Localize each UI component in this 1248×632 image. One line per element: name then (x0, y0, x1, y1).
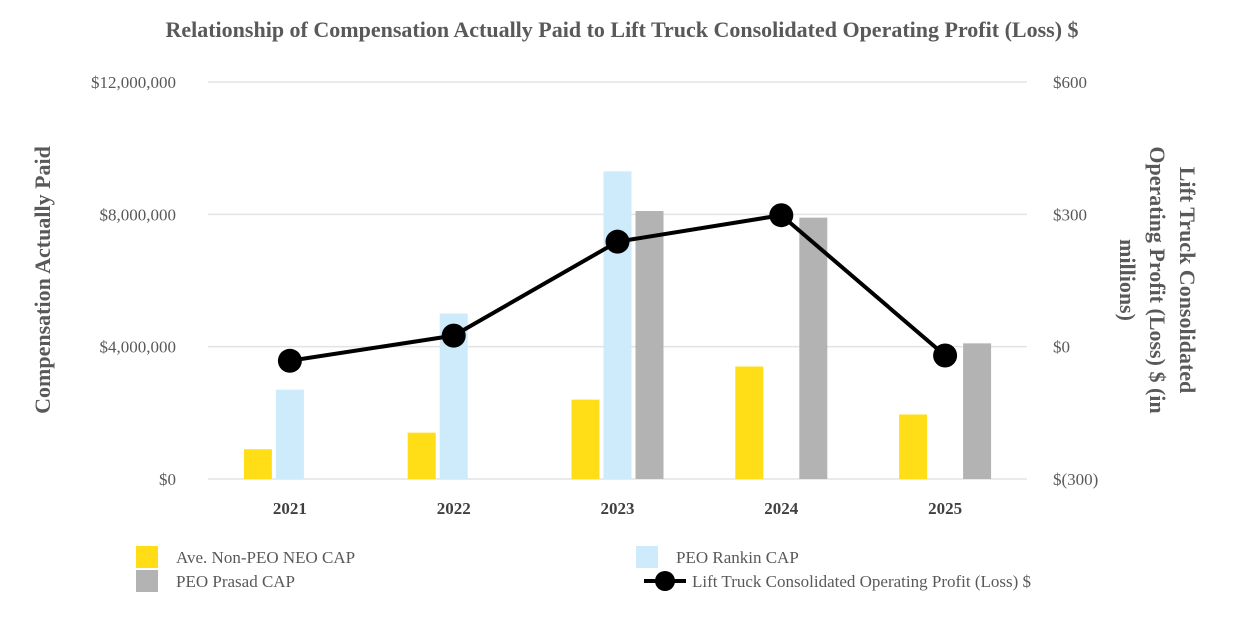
bar (635, 211, 664, 479)
line-point (933, 343, 958, 368)
profit-line (277, 203, 958, 373)
x-tick-label: 2024 (764, 499, 799, 518)
y-tick-label: $12,000,000 (91, 73, 176, 92)
y2-axis-title-line: Operating Profit (Loss) $ (in (1145, 146, 1170, 413)
legend-label: Lift Truck Consolidated Operating Profit… (692, 572, 1031, 591)
legend: Ave. Non-PEO NEO CAP PEO Rankin CAP PEO Pr… (136, 546, 1031, 592)
legend-swatch (636, 546, 658, 568)
legend-label: Ave. Non-PEO NEO CAP (176, 548, 355, 567)
bar (735, 366, 764, 479)
y2-axis-title-line: millions) (1115, 239, 1140, 321)
bar (571, 399, 600, 479)
x-tick-label: 2021 (273, 499, 307, 518)
y2-tick-label: $300 (1053, 205, 1087, 224)
bars (243, 171, 992, 479)
line-point (605, 229, 630, 254)
y-axis-title: Compensation Actually Paid (30, 146, 55, 414)
y-tick-label: $0 (159, 470, 176, 489)
legend-marker (655, 571, 675, 591)
bar (243, 449, 272, 479)
legend-swatch (136, 570, 158, 592)
chart-title: Relationship of Compensation Actually Pa… (165, 17, 1078, 42)
bar (407, 432, 436, 479)
x-tick-label: 2023 (601, 499, 635, 518)
y-axis-title-text: Compensation Actually Paid (30, 146, 55, 414)
y-tick-label: $8,000,000 (100, 205, 177, 224)
bar (899, 414, 928, 479)
y2-axis-title-line: Lift Truck Consolidated (1175, 167, 1200, 394)
y2-tick-label: $600 (1053, 73, 1087, 92)
legend-label: PEO Rankin CAP (676, 548, 799, 567)
y2-tick-label: $(300) (1053, 470, 1098, 489)
line-point (769, 203, 794, 228)
line-point (441, 323, 466, 348)
bar (275, 389, 304, 479)
y2-tick-label: $0 (1053, 338, 1070, 357)
bar (963, 343, 992, 479)
bar (603, 171, 632, 479)
x-tick-label: 2022 (437, 499, 471, 518)
bar (799, 217, 828, 479)
axis-ticks: $0 $4,000,000 $8,000,000 $12,000,000 $(300) $… (91, 73, 1098, 518)
x-tick-label: 2025 (928, 499, 962, 518)
legend-label: PEO Prasad CAP (176, 572, 295, 591)
line-point (277, 348, 302, 373)
legend-swatch (136, 546, 158, 568)
y-tick-label: $4,000,000 (100, 338, 177, 357)
